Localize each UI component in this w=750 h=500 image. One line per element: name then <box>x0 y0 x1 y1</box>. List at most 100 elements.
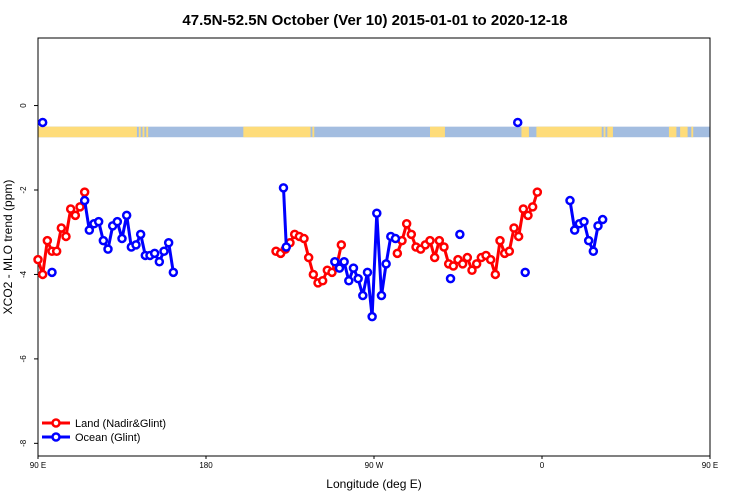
data-point <box>79 195 90 206</box>
x-tick-label: 90 E <box>30 461 46 470</box>
legend: Land (Nadir&Glint) Ocean (Glint) <box>42 418 166 444</box>
ocean-band <box>38 126 710 138</box>
legend-label: Ocean (Glint) <box>75 432 140 444</box>
data-point <box>362 267 373 278</box>
x-tick-label: 0 <box>540 461 545 470</box>
data-point <box>168 267 179 278</box>
series-ocean <box>37 117 608 322</box>
data-point <box>509 223 519 233</box>
y-tick-label: -2 <box>19 186 28 194</box>
data-point <box>149 248 160 259</box>
data-point <box>299 233 309 244</box>
series-land <box>33 187 543 288</box>
data-point <box>565 195 575 206</box>
data-point <box>308 269 319 280</box>
data-point <box>70 210 81 221</box>
data-point <box>93 216 104 227</box>
data-point <box>583 235 594 246</box>
land-band <box>521 126 529 138</box>
data-point <box>579 216 589 227</box>
data-point <box>336 240 347 250</box>
data-point <box>154 257 165 267</box>
data-point <box>47 267 57 278</box>
data-point <box>103 244 113 254</box>
x-tick-label: 90 E <box>702 461 718 470</box>
land-band <box>430 126 445 138</box>
land-band <box>243 126 311 138</box>
land-band <box>668 126 677 138</box>
chart-title: 47.5N-52.5N October (Ver 10) 2015-01-01 … <box>182 12 567 29</box>
data-point <box>471 259 482 269</box>
data-point <box>504 246 515 256</box>
data-point <box>98 235 109 246</box>
data-point <box>455 229 465 240</box>
data-point <box>61 231 71 242</box>
data-point <box>457 259 468 269</box>
x-tick-label: 90 W <box>365 461 384 470</box>
data-point <box>485 254 496 265</box>
data-point <box>317 276 328 286</box>
data-point <box>462 252 473 263</box>
data-point <box>518 204 529 214</box>
land-band <box>691 126 694 138</box>
data-point <box>597 214 608 225</box>
x-axis-label: Longitude (deg E) <box>326 477 421 491</box>
data-point <box>303 252 314 263</box>
land-band <box>536 126 602 138</box>
data-point <box>330 257 340 267</box>
data-point <box>429 252 440 263</box>
data-point <box>513 231 524 242</box>
land-band <box>680 126 688 138</box>
data-point <box>353 273 363 284</box>
land-band <box>607 126 613 138</box>
data-point <box>372 208 382 218</box>
y-axis-label: XCO2 - MLO trend (ppm) <box>1 180 15 315</box>
data-point <box>376 290 387 301</box>
data-point <box>593 221 603 231</box>
series-line <box>282 187 288 248</box>
y-tick-label: -8 <box>19 439 28 447</box>
data-point <box>75 202 85 212</box>
data-point <box>79 187 90 197</box>
data-point <box>425 235 435 246</box>
data-point <box>281 242 292 252</box>
land-band <box>312 126 315 138</box>
data-point <box>358 290 368 301</box>
data-point <box>588 246 599 256</box>
land-band <box>138 126 141 138</box>
data-point <box>33 254 43 265</box>
surface-strip <box>38 126 710 138</box>
land-band <box>38 126 137 138</box>
data-point <box>121 210 132 221</box>
data-point <box>348 263 359 273</box>
data-point <box>131 240 141 250</box>
series-layer <box>33 117 608 322</box>
land-band <box>603 126 606 138</box>
data-point <box>392 248 403 259</box>
data-point <box>163 238 174 248</box>
data-point <box>390 233 401 244</box>
axis-ticks: 90 E 180 90 W 0 90 E 0 -2 -4 -6 -8 <box>19 103 718 470</box>
data-point <box>159 246 169 256</box>
data-point <box>523 210 533 221</box>
data-point <box>37 269 48 280</box>
data-point <box>406 229 417 240</box>
data-point <box>381 259 391 269</box>
legend-marker <box>51 418 61 428</box>
y-tick-label: -6 <box>19 355 28 363</box>
data-point <box>117 233 127 244</box>
x-tick-label: 180 <box>199 461 213 470</box>
data-point <box>135 229 146 240</box>
data-point <box>334 263 345 273</box>
data-point <box>520 267 530 278</box>
data-point <box>327 267 337 278</box>
data-point <box>278 183 289 193</box>
data-point <box>112 216 123 227</box>
y-tick-label: -4 <box>19 270 28 278</box>
data-point <box>445 273 456 284</box>
data-point <box>527 202 538 212</box>
data-point <box>65 204 76 214</box>
data-point <box>367 311 377 322</box>
land-band <box>142 126 145 138</box>
